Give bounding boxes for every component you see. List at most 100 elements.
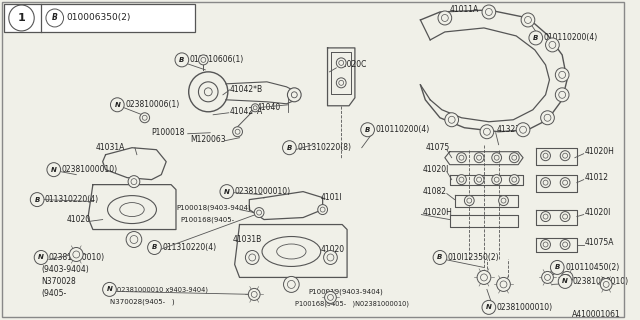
Circle shape [494, 177, 499, 182]
Text: N370028(9405-   ): N370028(9405- ) [109, 298, 174, 305]
Circle shape [328, 294, 333, 300]
Circle shape [501, 198, 506, 203]
Ellipse shape [262, 236, 321, 267]
Text: 41020: 41020 [321, 245, 345, 254]
Text: P100018(9403-9404): P100018(9403-9404) [176, 204, 251, 211]
Circle shape [543, 153, 548, 158]
Text: B: B [533, 35, 538, 41]
Text: P100168(9405-: P100168(9405- [181, 216, 235, 223]
Circle shape [474, 175, 484, 185]
Circle shape [201, 57, 206, 62]
Circle shape [512, 177, 516, 182]
Text: 41020: 41020 [67, 215, 91, 224]
Circle shape [102, 283, 116, 296]
Circle shape [499, 196, 508, 205]
Text: B: B [179, 57, 184, 63]
Circle shape [198, 55, 208, 65]
Circle shape [529, 31, 543, 45]
Circle shape [492, 153, 502, 163]
Circle shape [456, 175, 467, 185]
Circle shape [438, 11, 452, 25]
Circle shape [198, 82, 218, 102]
Text: N: N [107, 286, 113, 292]
Circle shape [509, 153, 519, 163]
Circle shape [600, 278, 612, 291]
Ellipse shape [108, 196, 156, 224]
Circle shape [339, 80, 344, 85]
Text: M120063: M120063 [191, 135, 227, 144]
Circle shape [252, 104, 259, 112]
Circle shape [550, 260, 564, 275]
Text: 010110450(2): 010110450(2) [565, 263, 620, 272]
Circle shape [220, 185, 234, 199]
Text: (9405-: (9405- [41, 289, 67, 298]
Ellipse shape [120, 203, 144, 217]
Circle shape [284, 276, 299, 292]
Text: 4101I: 4101I [321, 193, 342, 202]
Circle shape [560, 212, 570, 221]
Circle shape [339, 60, 344, 65]
Text: 02381000010): 02381000010) [497, 303, 553, 312]
Circle shape [560, 151, 570, 161]
Circle shape [541, 271, 554, 284]
Circle shape [492, 175, 502, 185]
Circle shape [47, 163, 61, 177]
Text: B: B [152, 244, 157, 251]
Circle shape [245, 251, 259, 264]
Text: N: N [51, 167, 57, 173]
Text: 41011A: 41011A [450, 5, 479, 14]
Circle shape [474, 153, 484, 163]
Circle shape [9, 5, 34, 31]
Text: 010110200(4): 010110200(4) [543, 33, 598, 43]
Circle shape [544, 114, 551, 121]
Text: P100018: P100018 [152, 128, 185, 137]
Text: P100168(9405-   )N02381000010): P100168(9405- )N02381000010) [295, 300, 409, 307]
Text: A410001061: A410001061 [572, 310, 621, 319]
Text: 41020I: 41020I [422, 165, 449, 174]
Circle shape [549, 41, 556, 48]
Text: B: B [52, 13, 58, 22]
Circle shape [233, 127, 243, 137]
Circle shape [545, 38, 559, 52]
Text: 02381000010): 02381000010) [235, 187, 291, 196]
Circle shape [543, 242, 548, 247]
Circle shape [148, 241, 161, 254]
Circle shape [520, 126, 527, 133]
Circle shape [317, 204, 328, 215]
Circle shape [480, 125, 493, 139]
Text: 011510606(1): 011510606(1) [189, 55, 244, 64]
Text: N: N [486, 304, 492, 310]
Ellipse shape [276, 244, 306, 259]
Circle shape [445, 113, 458, 127]
Circle shape [287, 280, 295, 288]
Circle shape [456, 153, 467, 163]
Circle shape [543, 214, 548, 219]
Text: 41031B: 41031B [233, 235, 262, 244]
Circle shape [204, 88, 212, 96]
Circle shape [564, 275, 570, 280]
Text: 41031A: 41031A [96, 143, 125, 152]
Circle shape [481, 274, 488, 281]
Text: (9403-9404): (9403-9404) [41, 265, 89, 274]
Circle shape [254, 208, 264, 218]
Circle shape [477, 155, 481, 160]
Text: 02381000010): 02381000010) [61, 165, 118, 174]
Circle shape [560, 178, 570, 188]
Circle shape [324, 251, 337, 264]
Circle shape [235, 129, 240, 134]
Circle shape [327, 254, 334, 261]
Text: 41075: 41075 [426, 143, 449, 152]
Text: B: B [287, 145, 292, 151]
Text: N370028: N370028 [41, 277, 76, 286]
Circle shape [561, 271, 573, 284]
Circle shape [556, 68, 569, 82]
Circle shape [604, 281, 609, 287]
Circle shape [541, 178, 550, 188]
Text: 1: 1 [18, 13, 26, 23]
Text: N: N [562, 278, 568, 284]
Circle shape [189, 72, 228, 112]
Text: N: N [115, 102, 120, 108]
Circle shape [563, 180, 568, 185]
Circle shape [465, 196, 474, 205]
Circle shape [556, 88, 569, 102]
